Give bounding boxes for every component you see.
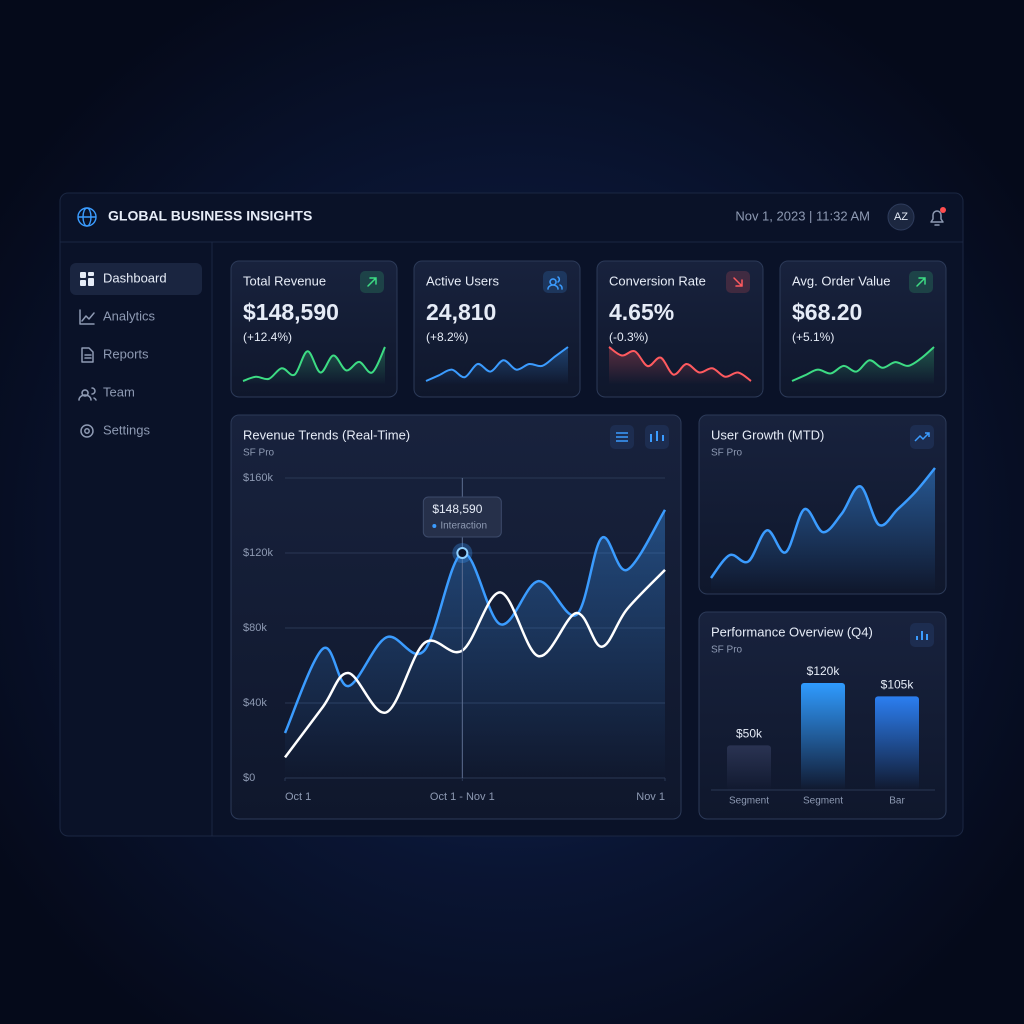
y-tick-label: $40k (243, 697, 267, 709)
tooltip-value: $148,590 (432, 502, 482, 516)
bar (727, 745, 771, 790)
kpi-icon (367, 277, 377, 287)
panel-title: User Growth (MTD) (711, 427, 824, 442)
kpi-icon-box (543, 271, 567, 293)
x-tick-label: Nov 1 (636, 791, 665, 803)
kpi-card (413, 260, 581, 398)
bar (801, 683, 845, 790)
x-tick-label: Oct 1 - Nov 1 (430, 791, 495, 803)
y-tick-label: $160k (243, 472, 273, 484)
y-tick-label: $80k (243, 622, 267, 634)
x-tick-label: Segment (729, 796, 769, 807)
x-tick-label: Oct 1 (285, 791, 311, 803)
kpi-icon (547, 276, 563, 290)
nav-icon-reports (81, 347, 94, 363)
area-line (710, 467, 936, 579)
kpi-change: (+8.2%) (426, 330, 468, 344)
filter-icon (616, 432, 628, 442)
kpi-value: 24,810 (426, 299, 496, 325)
sparkline (425, 346, 569, 382)
trend-icon (914, 432, 930, 442)
nav-item[interactable]: Settings (103, 422, 150, 437)
nav-active-bg (70, 263, 202, 295)
panel-subtitle: SF Pro (243, 448, 275, 459)
x-tick-label: Bar (889, 796, 905, 807)
nav-icon-dashboard (80, 272, 94, 286)
avatar[interactable] (887, 203, 915, 231)
kpi-label: Avg. Order Value (792, 273, 891, 288)
bell-icon[interactable] (930, 207, 946, 226)
highlight-point (456, 547, 469, 559)
tooltip-label: Interaction (440, 521, 487, 532)
area-fill (711, 468, 935, 592)
datetime: Nov 1, 2023 | 11:32 AM (735, 208, 870, 223)
nav-icon-analytics (79, 309, 95, 325)
bar (875, 696, 919, 790)
kpi-label: Total Revenue (243, 273, 326, 288)
globe-icon (77, 207, 97, 227)
y-tick-label: $120k (243, 547, 273, 559)
panel-subtitle: SF Pro (711, 645, 743, 656)
kpi-change: (-0.3%) (609, 330, 648, 344)
nav-icon-settings (80, 424, 94, 438)
sparkline-area (609, 347, 751, 385)
panel-subtitle: SF Pro (711, 448, 743, 459)
kpi-label: Active Users (426, 273, 499, 288)
kpi-value: 4.65% (609, 299, 674, 325)
sparkline (791, 346, 935, 382)
kpi-icon (916, 277, 926, 287)
sparkline-area (243, 347, 385, 385)
line-series (284, 569, 666, 759)
line-series (283, 509, 667, 734)
app-title: GLOBAL BUSINESS INSIGHTS (108, 208, 312, 224)
panel-title: Revenue Trends (Real-Time) (243, 427, 410, 442)
nav-item[interactable]: Dashboard (103, 270, 167, 285)
bar-value-label: $105k (881, 678, 915, 692)
avatar-initials: AZ (894, 211, 908, 223)
bar-value-label: $120k (807, 664, 841, 678)
bar-value-label: $50k (736, 727, 763, 741)
kpi-value: $68.20 (792, 299, 862, 325)
kpi-change: (+5.1%) (792, 330, 834, 344)
kpi-value: $148,590 (243, 299, 339, 325)
kpi-icon (733, 277, 743, 287)
candle-icon (650, 431, 664, 442)
nav-icon-team (78, 387, 97, 401)
panel-title: Performance Overview (Q4) (711, 624, 873, 639)
nav-item[interactable]: Team (103, 384, 135, 399)
tooltip (422, 496, 502, 538)
kpi-change: (+12.4%) (243, 330, 292, 344)
nav-item[interactable]: Reports (103, 346, 149, 361)
bars-icon (916, 631, 928, 640)
nav-item[interactable]: Analytics (103, 308, 156, 323)
kpi-label: Conversion Rate (609, 273, 706, 288)
y-tick-label: $0 (243, 772, 255, 784)
sparkline (242, 346, 386, 382)
sparkline (608, 346, 752, 382)
x-tick-label: Segment (803, 796, 843, 807)
tooltip-dot (432, 524, 437, 528)
kpi-card (779, 260, 947, 398)
